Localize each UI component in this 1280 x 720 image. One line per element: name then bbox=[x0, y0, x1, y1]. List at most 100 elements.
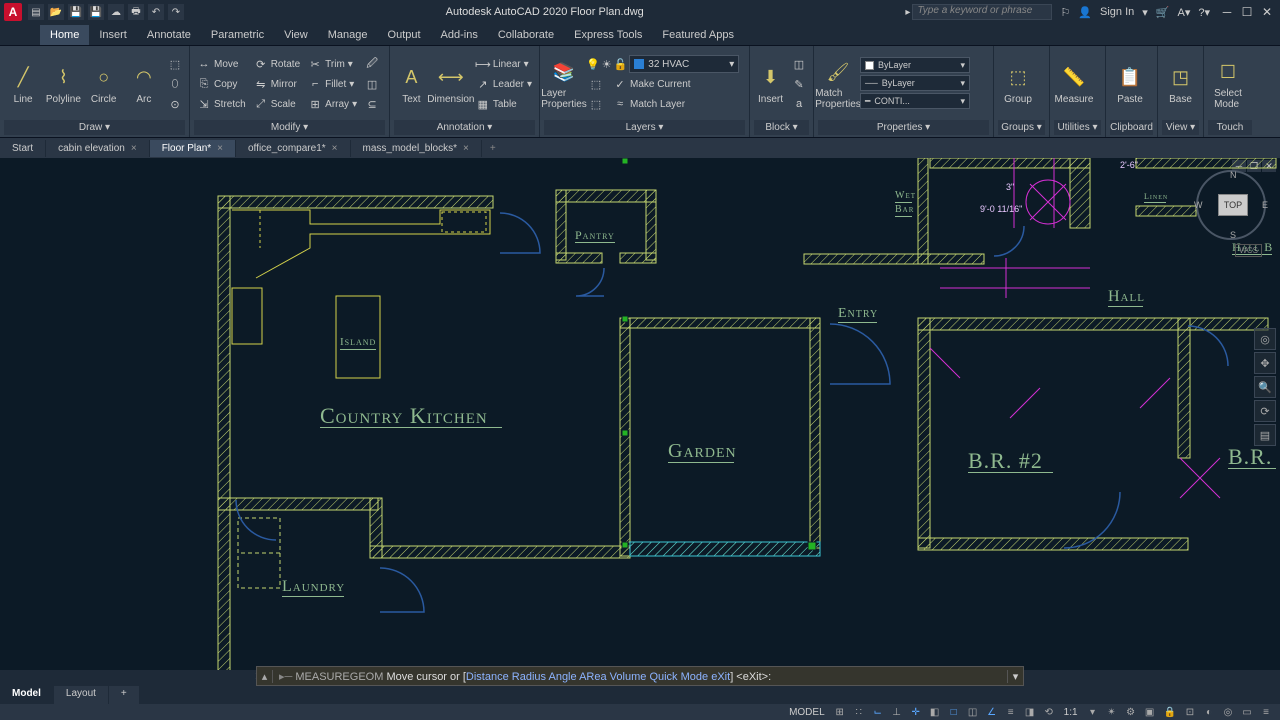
close-icon[interactable]: ✕ bbox=[1258, 5, 1276, 19]
offset-icon[interactable]: ⊆ bbox=[362, 95, 382, 113]
attr-block-icon[interactable]: a bbox=[789, 95, 809, 113]
status-polar-icon[interactable]: ✛ bbox=[908, 705, 924, 719]
paste-button[interactable]: 📋Paste bbox=[1110, 53, 1150, 115]
match-properties-button[interactable]: 🖌Match Properties bbox=[818, 53, 858, 115]
ribbon-tab-insert[interactable]: Insert bbox=[89, 25, 137, 45]
table-button[interactable]: ▦Table bbox=[473, 95, 535, 113]
move-button[interactable]: ↔Move bbox=[194, 55, 249, 73]
draw-flyout-icon[interactable]: ⬯ bbox=[165, 75, 185, 93]
lineweight-combo[interactable]: ━CONTI...▾ bbox=[860, 93, 970, 109]
ribbon-tab-collaborate[interactable]: Collaborate bbox=[488, 25, 564, 45]
panel-title-properties[interactable]: Properties ▾ bbox=[818, 120, 989, 135]
trim-button[interactable]: ✂Trim ▾ bbox=[305, 55, 360, 73]
dimension-button[interactable]: ⟷Dimension bbox=[431, 53, 471, 115]
file-tab[interactable]: Floor Plan*× bbox=[150, 140, 236, 157]
nav-orbit-icon[interactable]: ⟳ bbox=[1254, 400, 1276, 422]
ribbon-tab-add-ins[interactable]: Add-ins bbox=[431, 25, 488, 45]
fillet-button[interactable]: ⌐Fillet ▾ bbox=[305, 75, 360, 93]
panel-title-modify[interactable]: Modify ▾ bbox=[194, 120, 385, 135]
polyline-button[interactable]: ⌇Polyline bbox=[44, 53, 82, 115]
leader-button[interactable]: ↗Leader ▾ bbox=[473, 75, 535, 93]
array-button[interactable]: ⊞Array ▾ bbox=[305, 95, 360, 113]
linetype-combo[interactable]: ──ByLayer▾ bbox=[860, 75, 970, 91]
edit-block-icon[interactable]: ✎ bbox=[789, 75, 809, 93]
qat-plot-icon[interactable]: 🖶 bbox=[128, 4, 144, 20]
minimize-icon[interactable]: ─ bbox=[1218, 5, 1236, 19]
qat-cloud-icon[interactable]: ☁ bbox=[108, 4, 124, 20]
draw-flyout-icon[interactable]: ⊙ bbox=[165, 95, 185, 113]
qat-saveas-icon[interactable]: 💾 bbox=[88, 4, 104, 20]
qat-undo-icon[interactable]: ↶ bbox=[148, 4, 164, 20]
drawing-canvas[interactable]: ─ ❐ ✕ bbox=[0, 158, 1280, 670]
mirror-button[interactable]: ⇋Mirror bbox=[251, 75, 303, 93]
exchange-icon[interactable]: 🛒 bbox=[1156, 6, 1170, 19]
status-grid-icon[interactable]: ⊞ bbox=[832, 705, 848, 719]
status-annoscale-icon[interactable]: ✴ bbox=[1104, 705, 1120, 719]
file-tab[interactable]: office_compare1*× bbox=[236, 140, 351, 157]
layout-add-button[interactable]: + bbox=[109, 686, 140, 704]
layer-sun-icon[interactable]: ☀ bbox=[602, 58, 612, 71]
line-button[interactable]: ╱Line bbox=[4, 53, 42, 115]
draw-flyout-icon[interactable]: ⬚ bbox=[165, 55, 185, 73]
qat-new-icon[interactable]: ▤ bbox=[28, 4, 44, 20]
panel-title-block[interactable]: Block ▾ bbox=[754, 120, 809, 135]
status-custom-icon[interactable]: ≡ bbox=[1258, 705, 1274, 719]
status-transparency-icon[interactable]: ◨ bbox=[1022, 705, 1038, 719]
ribbon-tab-view[interactable]: View bbox=[274, 25, 318, 45]
match-layer-button[interactable]: ≈Match Layer bbox=[610, 95, 694, 113]
tab-close-icon[interactable]: × bbox=[217, 143, 223, 154]
help-icon[interactable]: ?▾ bbox=[1198, 6, 1210, 19]
ribbon-tab-manage[interactable]: Manage bbox=[318, 25, 378, 45]
ribbon-tab-express-tools[interactable]: Express Tools bbox=[564, 25, 652, 45]
select-mode-button[interactable]: ☐Select Mode bbox=[1208, 53, 1248, 115]
ribbon-tab-output[interactable]: Output bbox=[378, 25, 431, 45]
viewcube[interactable]: TOP NS EW bbox=[1196, 170, 1266, 240]
file-tab[interactable]: Start bbox=[0, 140, 46, 157]
insert-button[interactable]: ⬇Insert bbox=[754, 53, 787, 115]
qat-open-icon[interactable]: 📂 bbox=[48, 4, 64, 20]
wcs-indicator[interactable]: WCS bbox=[1235, 244, 1262, 257]
search-input[interactable]: Type a keyword or phrase bbox=[912, 4, 1052, 20]
panel-title-annotation[interactable]: Annotation ▾ bbox=[394, 120, 535, 135]
status-lweight-icon[interactable]: ≡ bbox=[1003, 705, 1019, 719]
signin-dropdown[interactable]: ▾ bbox=[1142, 6, 1148, 19]
layer-combo[interactable]: 32 HVAC▾ bbox=[629, 55, 739, 73]
signin-link[interactable]: Sign In bbox=[1100, 6, 1134, 18]
ribbon-tab-featured-apps[interactable]: Featured Apps bbox=[652, 25, 744, 45]
cmd-recent-icon[interactable]: ▾ bbox=[1007, 670, 1023, 683]
status-ortho-icon[interactable]: ⊥ bbox=[889, 705, 905, 719]
rotate-button[interactable]: ⟳Rotate bbox=[251, 55, 303, 73]
linear-button[interactable]: ⟼Linear ▾ bbox=[473, 55, 535, 73]
layer-off-icon[interactable]: ⬚ bbox=[586, 95, 606, 113]
command-line[interactable]: ▴ ▸─ MEASUREGEOM Move cursor or [Distanc… bbox=[256, 666, 1024, 686]
cmd-history-icon[interactable]: ▴ bbox=[257, 670, 273, 683]
status-lock-icon[interactable]: 🔒 bbox=[1161, 705, 1179, 719]
status-infer-icon[interactable]: ⌙ bbox=[870, 705, 886, 719]
color-combo[interactable]: ByLayer▾ bbox=[860, 57, 970, 73]
status-3dosnap-icon[interactable]: ◫ bbox=[965, 705, 981, 719]
nav-wheel-icon[interactable]: ◎ bbox=[1254, 328, 1276, 350]
create-block-icon[interactable]: ◫ bbox=[789, 55, 809, 73]
file-tab[interactable]: mass_model_blocks*× bbox=[351, 140, 482, 157]
circle-button[interactable]: ○Circle bbox=[85, 53, 123, 115]
nav-showmotion-icon[interactable]: ▤ bbox=[1254, 424, 1276, 446]
tab-close-icon[interactable]: × bbox=[332, 143, 338, 154]
status-snap-icon[interactable]: ∷ bbox=[851, 705, 867, 719]
layer-bulb-icon[interactable]: 💡 bbox=[586, 58, 600, 71]
status-otrack-icon[interactable]: ∠ bbox=[984, 705, 1000, 719]
explode-icon[interactable]: ◫ bbox=[362, 75, 382, 93]
status-monitor-icon[interactable]: ▣ bbox=[1142, 705, 1158, 719]
erase-icon[interactable]: 🖉 bbox=[362, 55, 382, 73]
nav-zoom-icon[interactable]: 🔍 bbox=[1254, 376, 1276, 398]
panel-title-layers[interactable]: Layers ▾ bbox=[544, 120, 745, 135]
panel-title-draw[interactable]: Draw ▾ bbox=[4, 120, 185, 135]
status-model[interactable]: MODEL bbox=[785, 707, 829, 718]
app-icon[interactable]: A bbox=[4, 3, 22, 21]
measure-button[interactable]: 📏Measure bbox=[1054, 53, 1094, 115]
status-osnap-icon[interactable]: □ bbox=[946, 705, 962, 719]
layer-lock-icon[interactable]: 🔓 bbox=[614, 58, 628, 71]
layout-tab-layout[interactable]: Layout bbox=[54, 686, 109, 704]
status-scale[interactable]: 1:1 bbox=[1060, 707, 1082, 718]
ribbon-tab-annotate[interactable]: Annotate bbox=[137, 25, 201, 45]
maximize-icon[interactable]: ☐ bbox=[1238, 5, 1256, 19]
